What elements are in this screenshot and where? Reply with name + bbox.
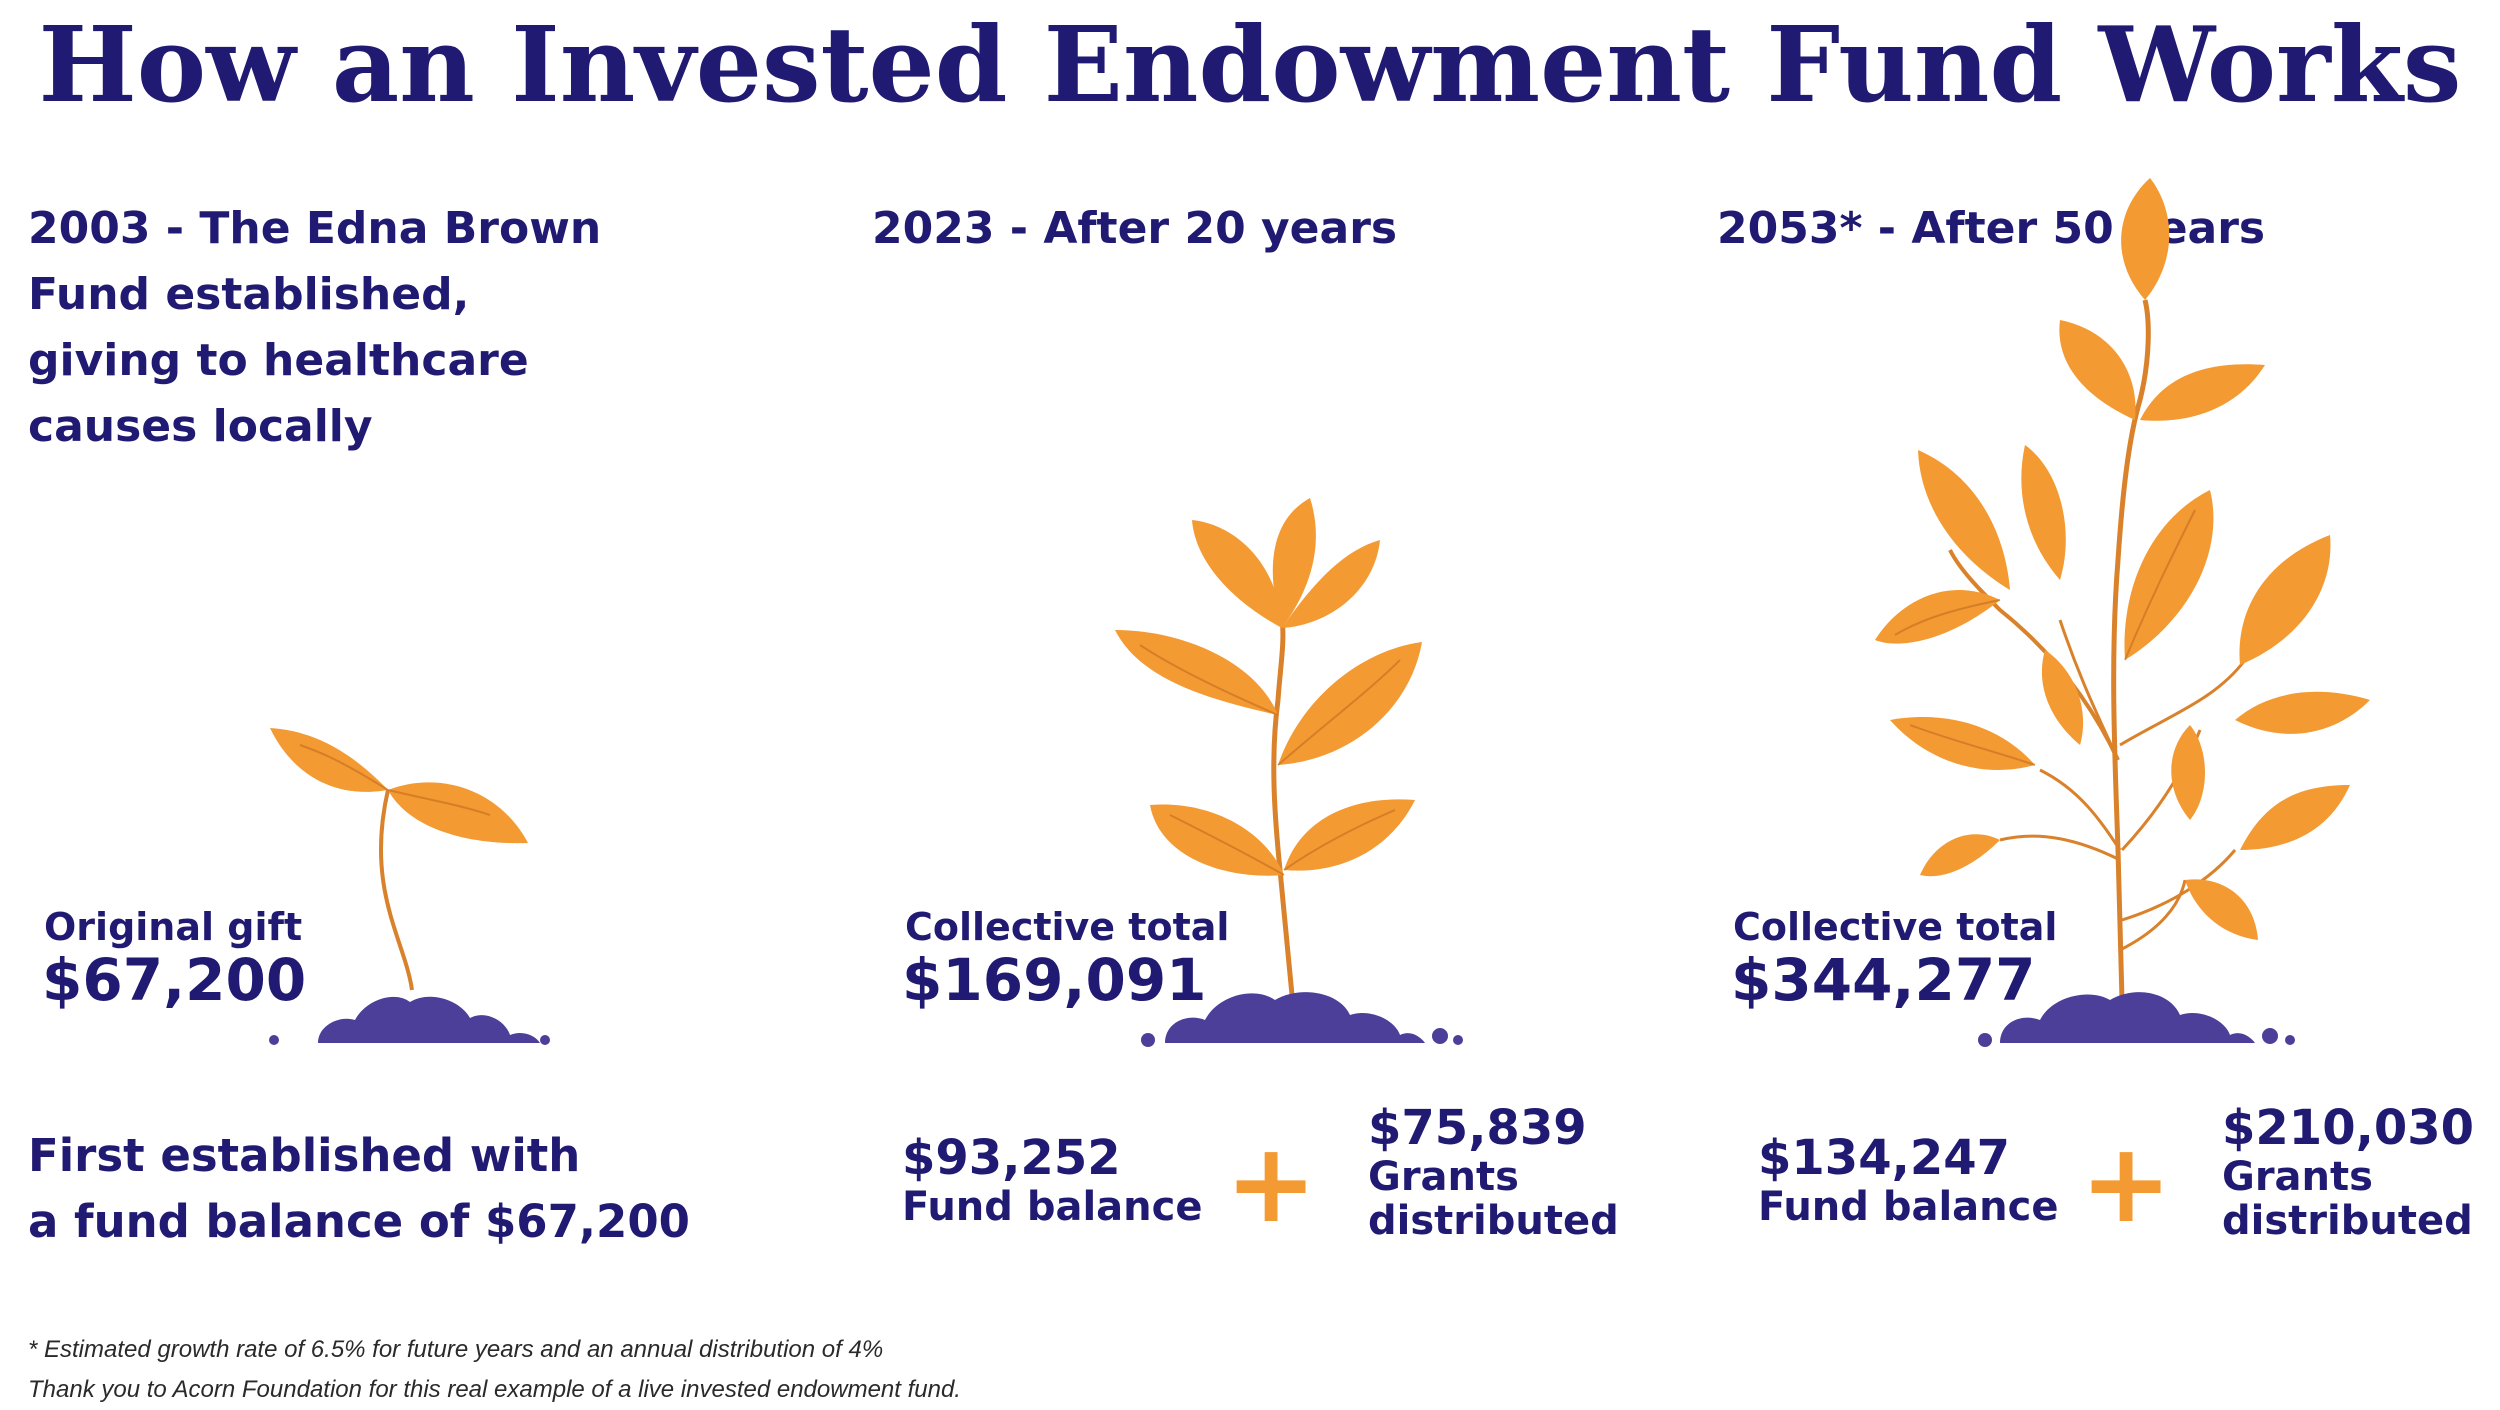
footnote-growth-estimate: * Estimated growth rate of 6.5% for futu… — [28, 1336, 884, 1363]
heading-line: causes locally — [28, 401, 373, 452]
grants-value: $210,030 — [2222, 1100, 2475, 1156]
heading-line: 2023 - After 20 years — [872, 203, 1398, 254]
fund-balance-block: $93,252 Fund balance — [902, 1131, 1203, 1229]
heading-line: giving to healthcare — [28, 335, 529, 386]
fund-balance-label: Fund balance — [1758, 1184, 2059, 1230]
grants-block: $210,030 Grants distributed — [2222, 1101, 2474, 1243]
column-2003-description: First established with a fund balance of… — [28, 1123, 690, 1255]
description-line: a fund balance of $67,200 — [28, 1195, 690, 1248]
fund-balance-value: $134,247 — [1758, 1130, 2011, 1186]
collective-total-label: Collective total — [1733, 905, 2058, 949]
collective-total-label: Collective total — [905, 905, 1230, 949]
description-line: First established with — [28, 1129, 581, 1182]
column-2053-heading: 2053* - After 50 years — [1717, 196, 2265, 262]
fund-balance-label: Fund balance — [902, 1184, 1203, 1230]
footnote-acknowledgement: Thank you to Acorn Foundation for this r… — [28, 1376, 961, 1403]
plus-icon: + — [1225, 1119, 1318, 1247]
grants-label-line: distributed — [2222, 1198, 2473, 1244]
plus-icon: + — [2080, 1119, 2173, 1247]
original-gift-label: Original gift — [44, 905, 303, 949]
collective-total-value: $169,091 — [902, 946, 1207, 1014]
column-2003-heading: 2003 - The Edna Brown Fund established, … — [28, 196, 601, 460]
grants-block: $75,839 Grants distributed — [1368, 1101, 1619, 1243]
grants-label-line: Grants — [2222, 1154, 2373, 1200]
fund-balance-value: $93,252 — [902, 1130, 1121, 1186]
fund-balance-block: $134,247 Fund balance — [1758, 1131, 2059, 1229]
heading-line: 2003 - The Edna Brown — [28, 203, 602, 254]
grants-label-line: distributed — [1368, 1198, 1619, 1244]
collective-total-value: $344,277 — [1731, 946, 2036, 1014]
grants-value: $75,839 — [1368, 1100, 1587, 1156]
heading-line: Fund established, — [28, 269, 470, 320]
column-2023-heading: 2023 - After 20 years — [872, 196, 1397, 262]
grants-label-line: Grants — [1368, 1154, 1519, 1200]
page-title: How an Invested Endowment Fund Works — [38, 3, 2462, 126]
footnotes: * Estimated growth rate of 6.5% for futu… — [28, 1330, 961, 1410]
original-gift-value: $67,200 — [42, 946, 307, 1014]
heading-line: 2053* - After 50 years — [1717, 203, 2266, 254]
